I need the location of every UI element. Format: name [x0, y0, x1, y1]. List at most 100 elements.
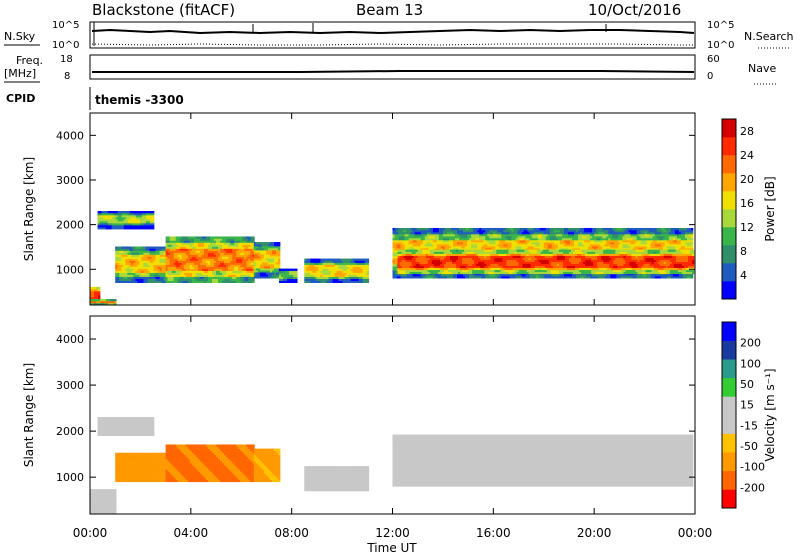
power-cell	[157, 254, 160, 257]
power-cell	[179, 280, 183, 283]
power-cell	[175, 238, 179, 241]
power-cell	[236, 268, 239, 271]
power-cell	[507, 244, 510, 247]
power-cell	[580, 276, 583, 279]
power-cell	[257, 252, 261, 255]
power-cell	[557, 234, 561, 237]
power-cell	[203, 270, 207, 273]
power-cell	[218, 246, 221, 249]
power-cell	[525, 229, 528, 233]
power-cell	[253, 262, 257, 265]
power-cell	[517, 274, 520, 277]
power-cell	[216, 242, 219, 245]
power-cell	[151, 270, 154, 273]
power-cell	[191, 266, 195, 269]
power-cell	[137, 258, 140, 261]
power-cell	[326, 274, 329, 277]
power-cell	[230, 278, 233, 281]
power-cell	[541, 242, 545, 245]
power-cell	[135, 211, 139, 214]
power-cell	[410, 246, 413, 249]
power-cell	[141, 264, 144, 267]
power-cell	[567, 240, 571, 243]
power-cell	[578, 246, 581, 249]
power-cell	[209, 278, 213, 281]
power-cell	[364, 266, 368, 269]
power-cell	[137, 219, 141, 222]
power-cell	[515, 227, 518, 231]
power-cell	[207, 270, 211, 273]
power-cell	[240, 250, 243, 253]
power-cell	[330, 258, 333, 261]
power-cell	[207, 238, 211, 241]
power-cell	[426, 229, 430, 233]
power-cell	[509, 274, 512, 277]
power-cell	[511, 248, 514, 251]
power-cell	[240, 256, 243, 259]
power-cell	[163, 278, 166, 281]
power-cell	[209, 262, 213, 265]
power-cell	[177, 250, 181, 253]
power-cell	[352, 260, 355, 263]
power-cell	[193, 280, 197, 283]
power-cell	[507, 240, 510, 243]
power-cell	[244, 270, 247, 273]
power-cell	[483, 236, 486, 239]
power-cell	[187, 268, 191, 271]
power-cell	[150, 211, 153, 214]
power-cell	[366, 266, 370, 269]
power-cell	[295, 272, 298, 275]
power-cell	[434, 240, 438, 243]
power-cell	[101, 211, 104, 214]
power-cell	[117, 248, 120, 251]
power-cell	[304, 268, 307, 271]
power-cell	[127, 246, 130, 249]
power-cell	[487, 238, 490, 241]
power-cell	[147, 246, 150, 249]
power-cell	[263, 254, 267, 257]
power-cell	[571, 232, 575, 235]
power-cell	[412, 276, 415, 279]
power-cell	[569, 246, 573, 249]
power-cell	[338, 260, 341, 263]
power-cell	[212, 240, 215, 243]
power-cell	[183, 236, 187, 239]
power-cell	[157, 262, 160, 265]
power-cell	[214, 260, 217, 263]
power-cell	[469, 238, 472, 241]
power-cell	[555, 232, 559, 235]
power-cell	[185, 280, 189, 283]
power-cell	[145, 280, 148, 283]
power-cell	[129, 264, 132, 267]
power-cell	[272, 248, 275, 251]
power-cell	[171, 248, 174, 251]
power-cell	[394, 227, 397, 231]
power-cell	[487, 276, 490, 279]
power-cell	[436, 248, 440, 251]
power-cell	[96, 300, 99, 304]
power-cell	[216, 240, 219, 243]
power-cell	[169, 240, 172, 243]
power-cell	[207, 256, 211, 259]
power-cell	[228, 260, 231, 263]
power-cell	[119, 256, 122, 259]
power-cell	[218, 238, 221, 241]
power-cell	[533, 248, 536, 251]
power-cell	[96, 302, 99, 306]
power-cell	[209, 256, 213, 259]
power-cell	[580, 274, 583, 277]
power-cell	[549, 229, 553, 233]
power-cell	[402, 240, 405, 243]
power-cell	[173, 274, 177, 277]
power-cell	[555, 276, 559, 279]
power-cell	[547, 240, 551, 243]
power-cell	[179, 242, 183, 245]
power-cell	[117, 256, 120, 259]
power-cell	[214, 236, 217, 239]
power-cell	[519, 248, 522, 251]
power-cell	[92, 298, 95, 302]
power-cell	[543, 242, 547, 245]
power-cell	[459, 276, 462, 279]
power-cell	[232, 252, 235, 255]
power-cell	[224, 254, 227, 257]
